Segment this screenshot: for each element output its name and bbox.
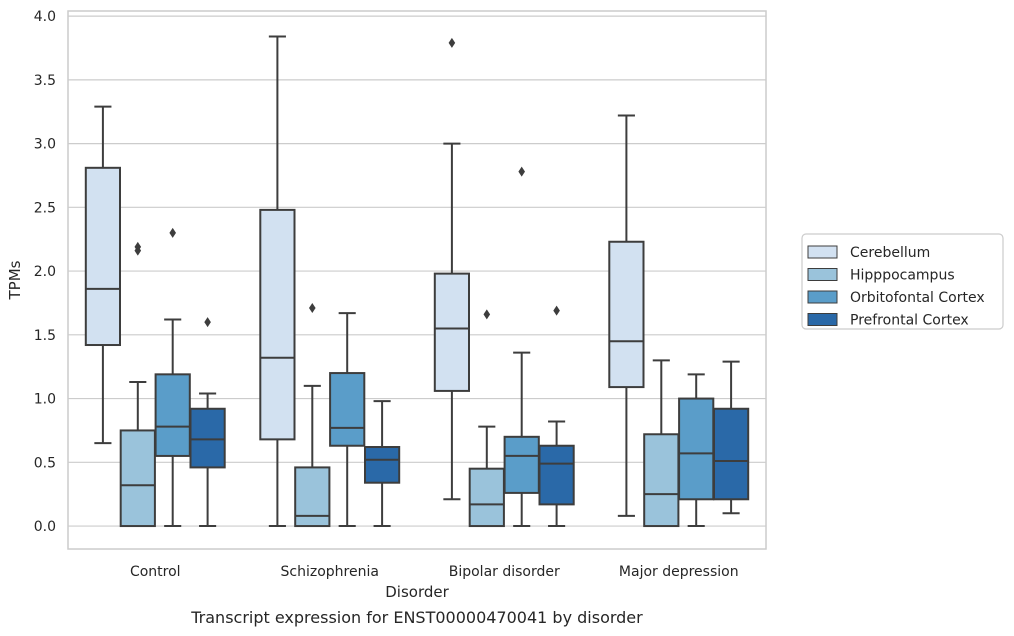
legend-item: Prefrontal Cortex	[807, 313, 969, 329]
box-iqr	[363, 446, 401, 484]
outlier-point	[483, 309, 491, 320]
legend-label: Hipppocampus	[850, 268, 955, 284]
box-prefrontal-cortex	[363, 400, 401, 528]
y-tick-label: 0.5	[34, 455, 56, 471]
legend-item: Orbitofontal Cortex	[807, 290, 985, 306]
y-tick-label: 0.0	[34, 519, 56, 535]
outlier-point	[134, 241, 142, 252]
x-tick-label: Major depression	[619, 564, 739, 580]
box-hipppocampus	[119, 241, 156, 528]
y-tick-label: 1.5	[34, 328, 56, 344]
box-prefrontal-cortex	[538, 305, 575, 528]
x-axis-label: Disorder	[385, 583, 449, 601]
legend-swatch	[807, 268, 838, 281]
box-cerebellum	[608, 114, 645, 517]
box-iqr	[189, 407, 226, 469]
box-prefrontal-cortex	[189, 317, 226, 528]
plot-frame	[67, 10, 767, 550]
box-iqr	[294, 466, 331, 528]
legend-label: Prefrontal Cortex	[850, 313, 969, 329]
box-cerebellum	[259, 35, 296, 528]
legend-frame	[801, 233, 1004, 330]
box-iqr	[643, 433, 680, 528]
outlier-point	[553, 305, 560, 316]
box-iqr	[712, 407, 750, 501]
legend-swatch	[807, 313, 838, 326]
box-orbitofontal-cortex	[503, 166, 540, 528]
x-axis-ticks: Control Schizophrenia Bipolar disorder Majo…	[130, 564, 739, 580]
x-tick-label: Control	[130, 564, 181, 580]
outlier-point	[448, 37, 456, 48]
x-tick-label: Bipolar disorder	[449, 564, 560, 580]
box-prefrontal-cortex	[712, 360, 750, 515]
outlier-point	[204, 317, 211, 328]
box-iqr	[468, 467, 505, 528]
box-cerebellum	[84, 105, 122, 445]
outlier-point	[518, 166, 525, 177]
box-iqr	[433, 272, 471, 392]
legend-label: Orbitofontal Cortex	[850, 290, 985, 306]
box-iqr	[538, 444, 575, 506]
box-iqr	[119, 429, 156, 528]
box-iqr	[154, 373, 191, 457]
legend-label: Cerebellum	[850, 245, 930, 261]
y-axis-label: TPMs	[6, 260, 24, 300]
x-tick-label: Schizophrenia	[281, 564, 379, 580]
y-tick-label: 3.5	[34, 73, 56, 89]
y-tick-label: 2.0	[34, 264, 56, 280]
legend-item: Hipppocampus	[807, 268, 955, 284]
box-iqr	[84, 166, 122, 347]
outlier-point	[169, 227, 176, 238]
legend-item: Cerebellum	[807, 245, 930, 261]
box-iqr	[259, 208, 296, 441]
box-orbitofontal-cortex	[154, 227, 191, 528]
legend-swatch	[807, 290, 838, 304]
box-hipppocampus	[294, 303, 331, 528]
box-orbitofontal-cortex	[329, 312, 366, 528]
y-tick-label: 4.0	[34, 9, 56, 25]
boxes	[84, 35, 750, 528]
box-hipppocampus	[643, 359, 680, 528]
box-iqr	[503, 435, 540, 494]
outlier-point	[309, 303, 316, 314]
box-orbitofontal-cortex	[678, 373, 715, 528]
legend: Cerebellum Hipppocampus Orbitofontal Corte…	[801, 233, 1004, 330]
box-iqr	[608, 240, 645, 389]
y-tick-label: 1.0	[34, 392, 56, 408]
box-hipppocampus	[468, 309, 505, 528]
y-axis-ticks: 0.0 0.5 1.0 1.5 2.0 2.5 3.0 3.5 4.0	[34, 9, 56, 535]
legend-swatch	[807, 245, 838, 259]
box-cerebellum	[433, 37, 471, 501]
box-iqr	[678, 397, 715, 501]
y-tick-label: 2.5	[34, 200, 56, 216]
chart-caption: Transcript expression for ENST0000047004…	[190, 608, 643, 627]
y-tick-label: 3.0	[34, 137, 56, 153]
box-iqr	[329, 372, 366, 447]
